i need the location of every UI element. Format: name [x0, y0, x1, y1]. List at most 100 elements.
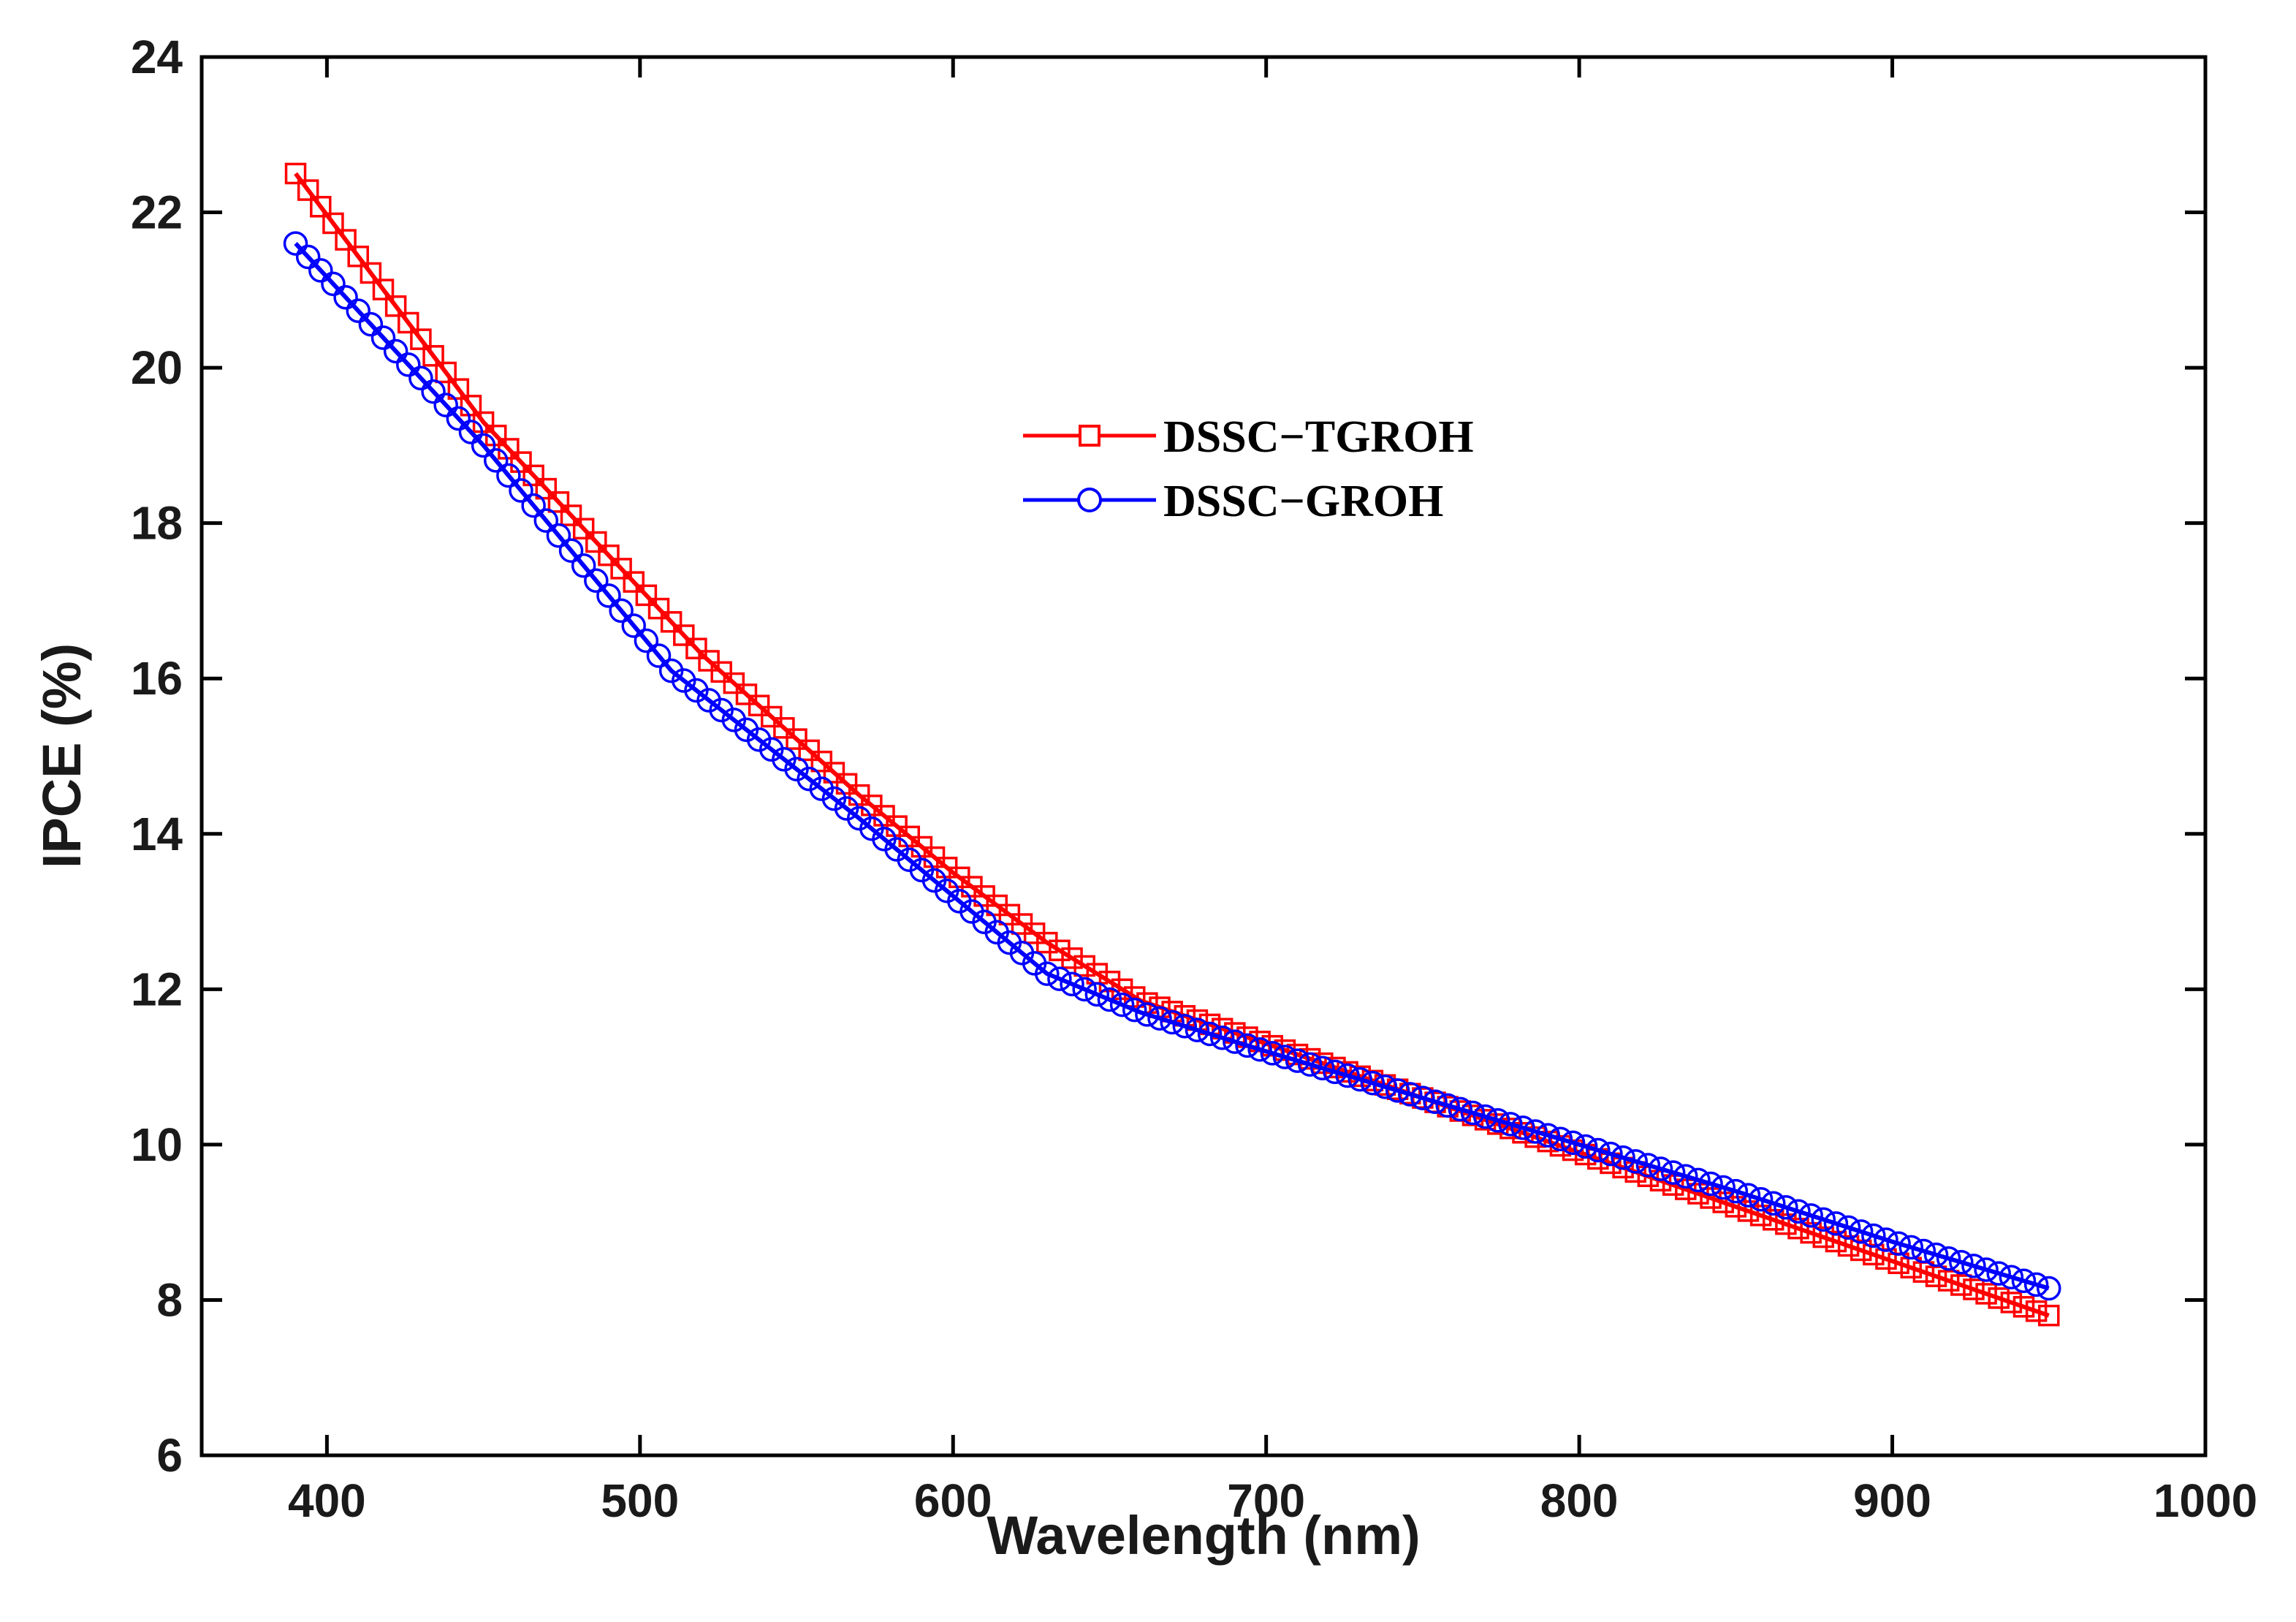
- data-point: [1986, 1261, 2011, 1286]
- data-point: [1698, 1171, 1723, 1197]
- data-point: [647, 597, 670, 620]
- data-point: [346, 298, 370, 323]
- data-point: [1736, 1183, 1761, 1208]
- data-point: [1123, 986, 1146, 1008]
- data-point: [621, 613, 646, 638]
- data-point: [1535, 1123, 1561, 1148]
- data-point: [596, 583, 621, 608]
- y-tick-label: 20: [131, 341, 183, 394]
- data-point: [447, 378, 470, 400]
- data-point: [1510, 1115, 1535, 1140]
- data-point: [1961, 1254, 1986, 1278]
- data-point: [1662, 1174, 1684, 1196]
- data-point: [460, 395, 482, 417]
- data-point: [421, 379, 446, 404]
- data-point: [1472, 1104, 1498, 1129]
- data-point: [571, 553, 596, 578]
- plot-area: [199, 55, 2208, 1458]
- data-point: [1060, 971, 1084, 996]
- data-point: [310, 196, 332, 218]
- data-point: [2023, 1272, 2049, 1297]
- data-point: [1135, 1002, 1160, 1027]
- data-point: [1863, 1243, 1885, 1266]
- data-point: [283, 231, 308, 256]
- legend-label: DSSC−TGROH: [1163, 412, 1474, 462]
- data-point: [1761, 1191, 1786, 1216]
- x-tick-label: 800: [1540, 1474, 1619, 1527]
- data-point: [2011, 1268, 2037, 1294]
- data-point: [1323, 1059, 1347, 1085]
- data-point: [1748, 1186, 1774, 1212]
- legend-label: DSSC−GROH: [1163, 477, 1443, 526]
- data-point: [1448, 1096, 1473, 1122]
- data-point: [547, 491, 570, 513]
- data-point: [646, 643, 672, 668]
- data-point: [297, 179, 319, 201]
- data-point: [510, 451, 532, 473]
- data-point: [1197, 1021, 1223, 1047]
- data-point: [723, 672, 745, 694]
- data-point: [533, 508, 559, 533]
- data-point: [1223, 1029, 1247, 1054]
- data-point: [458, 420, 484, 444]
- data-point: [322, 212, 344, 235]
- data-point: [1861, 1223, 1886, 1248]
- data-point: [1073, 955, 1095, 977]
- data-point: [396, 352, 421, 377]
- x-tick-label: 900: [1853, 1474, 1931, 1527]
- data-point: [598, 544, 620, 566]
- data-point: [1049, 939, 1071, 961]
- data-point: [1398, 1082, 1423, 1107]
- data-point: [496, 463, 521, 488]
- data-point: [2000, 1292, 2023, 1314]
- data-point: [1598, 1141, 1623, 1167]
- x-tick-label: 1000: [2154, 1474, 2257, 1527]
- data-point: [284, 162, 307, 185]
- x-tick-label: 400: [288, 1474, 366, 1527]
- data-point: [1723, 1178, 1749, 1204]
- data-point: [623, 571, 645, 593]
- data-point: [1410, 1085, 1435, 1110]
- data-point: [1035, 961, 1060, 986]
- series-layer: [283, 162, 2061, 1327]
- data-point: [1435, 1093, 1460, 1118]
- y-tick-label: 8: [156, 1273, 183, 1326]
- data-point: [384, 295, 407, 317]
- data-point: [735, 683, 758, 705]
- data-point: [634, 628, 659, 653]
- y-tick-label: 14: [131, 808, 183, 860]
- data-point: [1147, 1006, 1172, 1031]
- data-point: [1988, 1287, 2010, 1309]
- data-point: [1673, 1164, 1698, 1189]
- data-point: [321, 271, 346, 297]
- data-point: [1560, 1130, 1586, 1156]
- data-point: [685, 637, 707, 659]
- data-point: [483, 448, 509, 473]
- y-tick-label: 18: [131, 497, 183, 550]
- data-point: [1172, 1014, 1198, 1039]
- data-point: [1660, 1160, 1686, 1185]
- data-point: [1836, 1215, 1861, 1240]
- data-point: [1047, 966, 1072, 991]
- data-point: [2012, 1296, 2035, 1318]
- data-point: [1886, 1231, 1911, 1257]
- data-point: [1260, 1041, 1285, 1066]
- data-point: [446, 406, 471, 431]
- data-point: [435, 361, 457, 384]
- data-point: [810, 750, 833, 773]
- data-point: [609, 598, 634, 624]
- data-point: [1372, 1075, 1398, 1099]
- y-axis: 6 8 10 12 14 16 18 20 22 24: [131, 31, 2205, 1482]
- data-point: [2025, 1300, 2048, 1322]
- data-point: [1098, 970, 1121, 993]
- data-point: [1573, 1134, 1598, 1159]
- data-point: [471, 433, 496, 458]
- y-axis-label: IPCE (%): [31, 643, 92, 868]
- data-point: [1787, 1217, 1809, 1240]
- data-point: [1949, 1250, 1974, 1275]
- data-point: [546, 523, 571, 548]
- data-point: [1798, 1203, 1823, 1228]
- data-point: [610, 558, 632, 580]
- data-point: [1898, 1235, 1924, 1260]
